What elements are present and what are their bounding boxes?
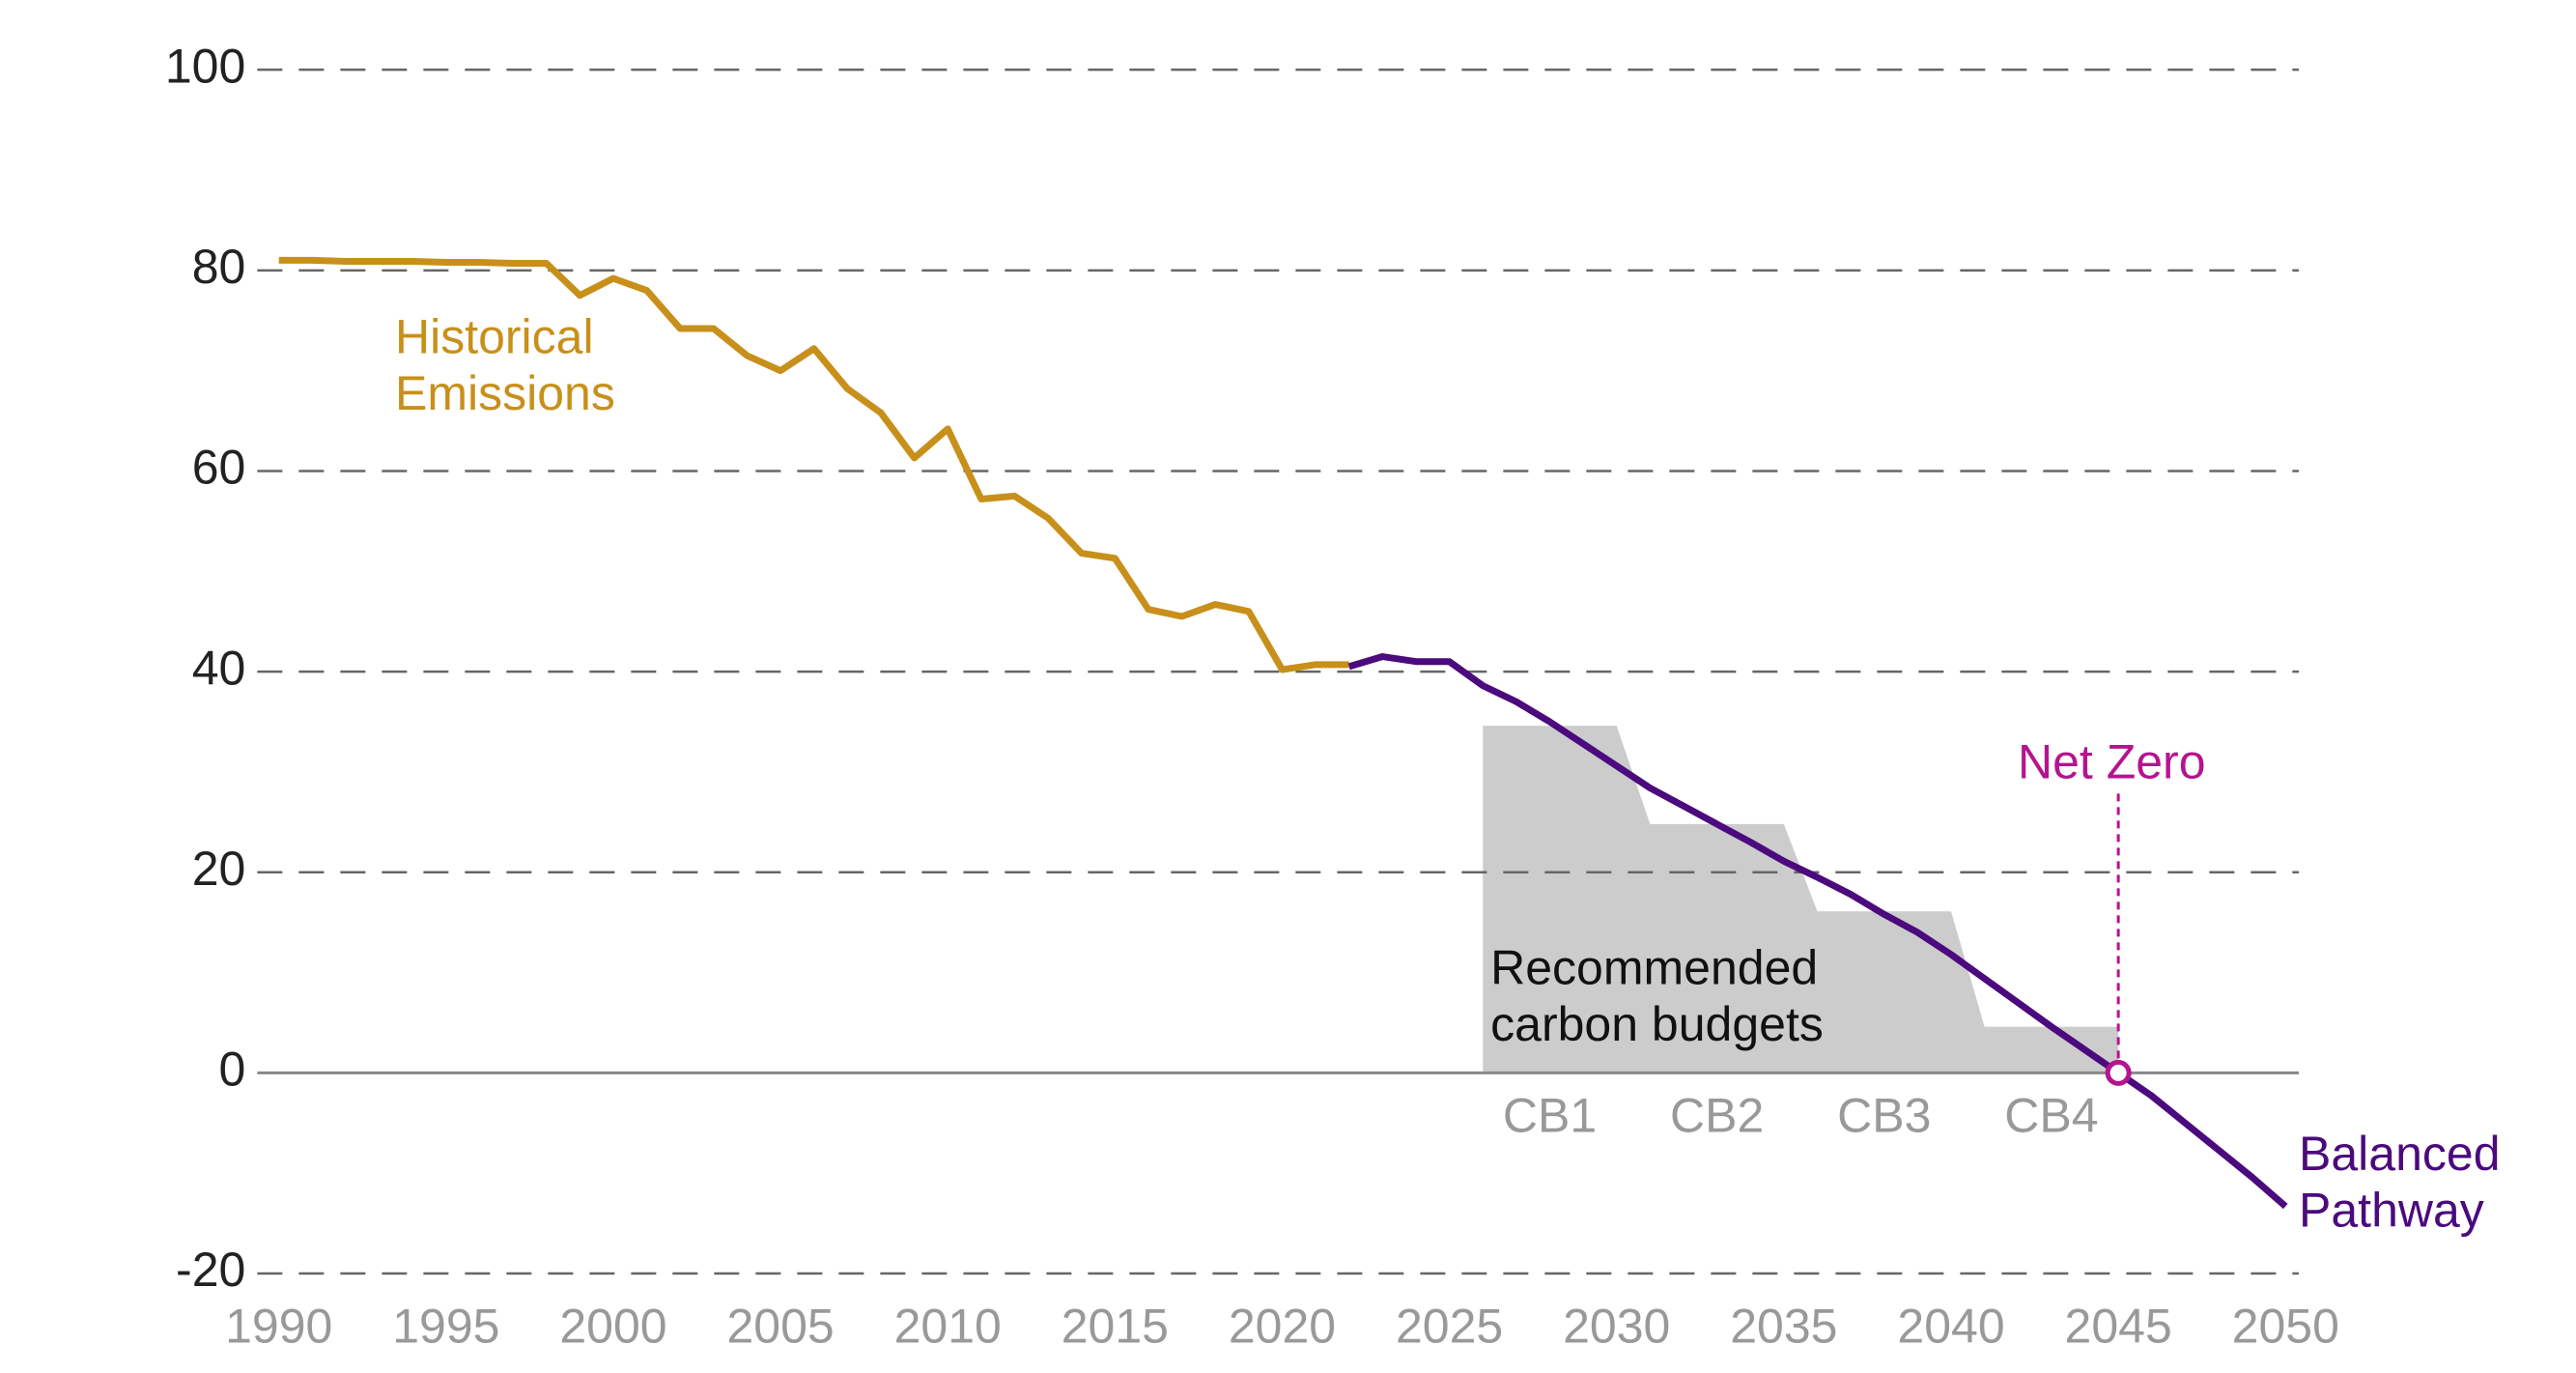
net-zero-marker	[2105, 1059, 2132, 1086]
series-line	[278, 256, 1349, 673]
net-zero-label: Net Zero	[2018, 734, 2206, 788]
y-tick-label: -20	[176, 1243, 245, 1297]
x-tick-label: 2025	[1396, 1300, 1503, 1354]
x-tick-label: 2035	[1730, 1300, 1837, 1354]
budget-name: CB1	[1503, 1088, 1597, 1142]
x-tick-label: 2030	[1563, 1300, 1670, 1354]
budget-area	[1483, 726, 2119, 1073]
x-tick-label: 2045	[2065, 1300, 2172, 1354]
y-tick-label: 80	[192, 240, 246, 294]
y-tick-label: 0	[219, 1043, 246, 1097]
series-label: Historical	[395, 309, 594, 363]
budget-label: carbon budgets	[1490, 997, 1824, 1051]
y-tick-label: 20	[192, 842, 246, 896]
x-tick-label: 2005	[726, 1300, 834, 1354]
y-tick-label: 100	[165, 39, 245, 93]
budget-name: CB3	[1837, 1088, 1931, 1142]
series-label: Emissions	[395, 366, 615, 420]
series-label: Pathway	[2299, 1183, 2484, 1237]
budget-label: Recommended	[1490, 940, 1818, 994]
x-tick-label: 1995	[392, 1300, 499, 1354]
x-tick-label: 2050	[2232, 1300, 2339, 1354]
y-tick-label: 60	[192, 441, 246, 495]
series-label: Balanced	[2299, 1127, 2501, 1181]
budget-name: CB4	[2004, 1088, 2098, 1142]
x-tick-label: 2020	[1229, 1300, 1336, 1354]
x-tick-label: 2040	[1897, 1300, 2004, 1354]
x-tick-label: 2000	[559, 1300, 666, 1354]
series-line	[1347, 653, 2288, 1210]
budget-name: CB2	[1670, 1088, 1764, 1142]
y-tick-label: 40	[192, 641, 246, 695]
x-tick-label: 1990	[225, 1300, 332, 1354]
x-tick-label: 2010	[894, 1300, 1002, 1354]
x-tick-label: 2015	[1062, 1300, 1169, 1354]
